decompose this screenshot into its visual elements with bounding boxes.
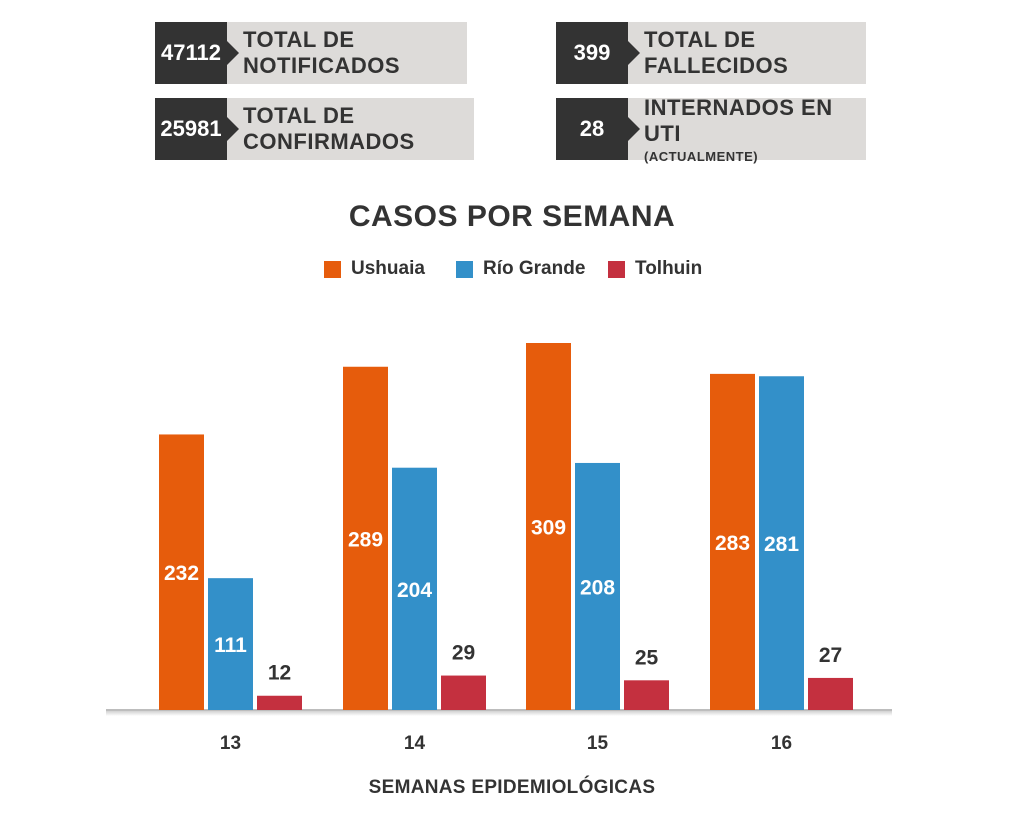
stat-notificados-label-text: TOTAL DE NOTIFICADOS xyxy=(243,27,401,78)
x-axis-label: SEMANAS EPIDEMIOLÓGICAS xyxy=(368,777,656,798)
bar-ushuaia-16 xyxy=(710,373,755,710)
stat-uti-value: 28 xyxy=(556,98,640,160)
data-label-rio-grande-13: 111 xyxy=(214,634,247,657)
bar-ushuaia-15 xyxy=(526,343,571,710)
data-label-tolhuin-14: 29 xyxy=(452,642,475,665)
stat-confirmados-label: TOTAL DE CONFIRMADOS xyxy=(227,98,474,160)
data-label-ushuaia-16: 283 xyxy=(715,532,750,555)
x-axis-shadow xyxy=(106,710,892,716)
x-tick-16: 16 xyxy=(771,733,792,754)
bar-rio-grande-15 xyxy=(575,462,620,710)
x-tick-15: 15 xyxy=(587,733,609,754)
legend-swatch-ushuaia xyxy=(324,260,341,278)
data-label-rio-grande-14: 204 xyxy=(397,579,432,602)
stat-fallecidos-value: 399 xyxy=(556,22,640,84)
chart-title: CASOS POR SEMANA xyxy=(348,200,676,233)
legend-label-ushuaia: Ushuaia xyxy=(351,258,425,279)
stat-fallecidos-label: TOTAL DE FALLECIDOS xyxy=(628,22,866,84)
bar-rio-grande-16 xyxy=(759,376,804,710)
legend-item-rio-grande: Río Grande xyxy=(456,258,585,280)
stat-uti: 28 INTERNADOS EN UTI (ACTUALMENTE) xyxy=(556,94,866,164)
legend-item-tolhuin: Tolhuin xyxy=(608,258,702,280)
stat-confirmados: 25981 TOTAL DE CONFIRMADOS xyxy=(155,98,474,160)
bar-tolhuin-14 xyxy=(441,675,486,710)
bar-tolhuin-15 xyxy=(624,680,669,710)
bar-ushuaia-13 xyxy=(159,434,204,710)
stat-notificados: 47112 TOTAL DE NOTIFICADOS xyxy=(155,22,467,84)
stat-confirmados-value: 25981 xyxy=(155,98,239,160)
stat-uti-label: INTERNADOS EN UTI (ACTUALMENTE) xyxy=(628,94,866,164)
data-label-tolhuin-13: 12 xyxy=(268,662,291,685)
stat-fallecidos-label-text: TOTAL DE FALLECIDOS xyxy=(644,27,789,78)
x-tick-13: 13 xyxy=(220,733,241,754)
stat-uti-sublabel: (ACTUALMENTE) xyxy=(644,148,759,164)
data-label-tolhuin-16: 27 xyxy=(819,644,842,667)
bar-rio-grande-13 xyxy=(208,578,253,710)
bar-ushuaia-14 xyxy=(343,366,388,710)
bar-tolhuin-16 xyxy=(808,677,853,710)
bar-tolhuin-13 xyxy=(257,695,302,710)
data-label-rio-grande-15: 208 xyxy=(580,576,615,599)
data-label-ushuaia-14: 289 xyxy=(348,528,383,551)
stat-fallecidos: 399 TOTAL DE FALLECIDOS xyxy=(556,22,866,84)
data-label-ushuaia-15: 309 xyxy=(531,517,566,540)
stat-notificados-label: TOTAL DE NOTIFICADOS xyxy=(227,22,467,84)
bar-rio-grande-14 xyxy=(392,467,437,710)
legend-label-tolhuin: Tolhuin xyxy=(635,258,703,279)
data-label-rio-grande-16: 281 xyxy=(764,533,799,556)
legend-label-rio-grande: Río Grande xyxy=(483,258,586,279)
stat-uti-label-text: INTERNADOS EN UTI xyxy=(644,94,833,146)
x-tick-14: 14 xyxy=(404,733,426,754)
stat-notificados-value: 47112 xyxy=(155,22,239,84)
legend-swatch-rio-grande xyxy=(456,260,473,278)
legend-swatch-tolhuin xyxy=(608,260,625,278)
data-label-ushuaia-13: 232 xyxy=(164,562,199,585)
legend-item-ushuaia: Ushuaia xyxy=(324,258,425,280)
stat-confirmados-label-text: TOTAL DE CONFIRMADOS xyxy=(243,103,415,154)
data-label-tolhuin-15: 25 xyxy=(635,646,659,669)
